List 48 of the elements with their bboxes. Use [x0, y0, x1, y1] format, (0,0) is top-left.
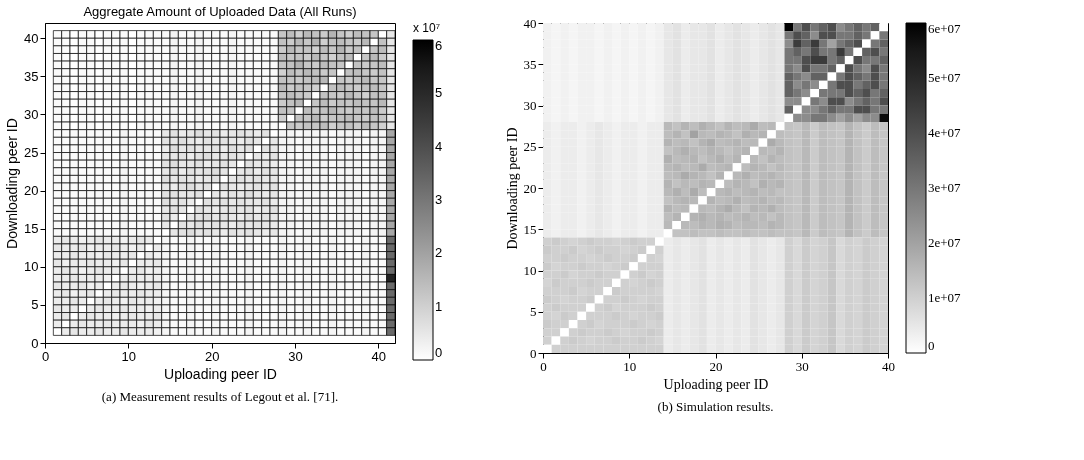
y-tick-label: 5 — [31, 297, 39, 313]
y-tick-label: 20 — [24, 183, 39, 199]
x-tick-label: 30 — [795, 358, 809, 374]
y-tick-label: 20 — [523, 180, 537, 196]
x-axis-title: Uploading peer ID — [663, 376, 769, 392]
color-bar-label: 5e+07 — [928, 70, 962, 85]
color-bar-label: 4e+07 — [928, 125, 962, 140]
x-tick-label: 0 — [41, 348, 50, 364]
y-tick-label: 0 — [31, 335, 39, 351]
x-tick-label: 40 — [882, 358, 895, 374]
y-tick-label: 40 — [523, 15, 537, 31]
x-tick-label: 40 — [371, 348, 387, 364]
color-bar-label: 6 — [435, 38, 443, 53]
x-tick-label: 10 — [623, 358, 637, 374]
y-axis-title: Downloading peer ID — [4, 118, 21, 249]
color-bar-label: 2e+07 — [928, 235, 962, 250]
text: (a) Measurement results of Legout et al. [71]. — [101, 389, 339, 404]
x-axis-title: Uploading peer ID — [164, 365, 277, 382]
y-tick-label: 15 — [523, 221, 537, 237]
x-tick-label: 20 — [709, 358, 723, 374]
x-tick-label: 20 — [204, 348, 220, 364]
color-bar-title: x 10⁷ — [413, 21, 441, 35]
x-tick-label: 10 — [121, 348, 137, 364]
color-bar-label: 6e+07 — [928, 21, 962, 36]
color-bar-label: 5 — [435, 85, 443, 101]
color-bar-label: 2 — [435, 245, 443, 261]
color-bar-label: 1e+07 — [928, 290, 962, 305]
color-bar-label: 1 — [435, 298, 443, 314]
text: (b) Simulation results. — [657, 399, 774, 414]
y-tick-label: 35 — [24, 68, 39, 84]
chart-title: Aggregate Amount of Uploaded Data (All Runs) — [83, 4, 357, 19]
y-tick-label: 5 — [530, 304, 537, 320]
y-tick-label: 35 — [523, 56, 537, 72]
y-tick-label: 40 — [24, 30, 39, 46]
y-tick-label: 10 — [24, 259, 39, 275]
y-tick-label: 30 — [523, 98, 537, 113]
y-tick-label: 10 — [523, 263, 537, 278]
color-bar-label: 3 — [435, 192, 443, 207]
y-tick-label: 15 — [24, 221, 39, 237]
x-tick-label: 30 — [288, 348, 303, 364]
y-axis-title: Downloading peer ID — [504, 127, 520, 250]
color-bar-label: 0 — [928, 338, 935, 353]
x-tick-label: 0 — [540, 358, 547, 374]
y-tick-label: 25 — [24, 145, 39, 161]
color-bar-label: 4 — [435, 138, 443, 154]
y-tick-label: 25 — [523, 139, 537, 155]
color-bar-label: 3e+07 — [928, 180, 962, 195]
y-tick-label: 30 — [24, 106, 39, 122]
